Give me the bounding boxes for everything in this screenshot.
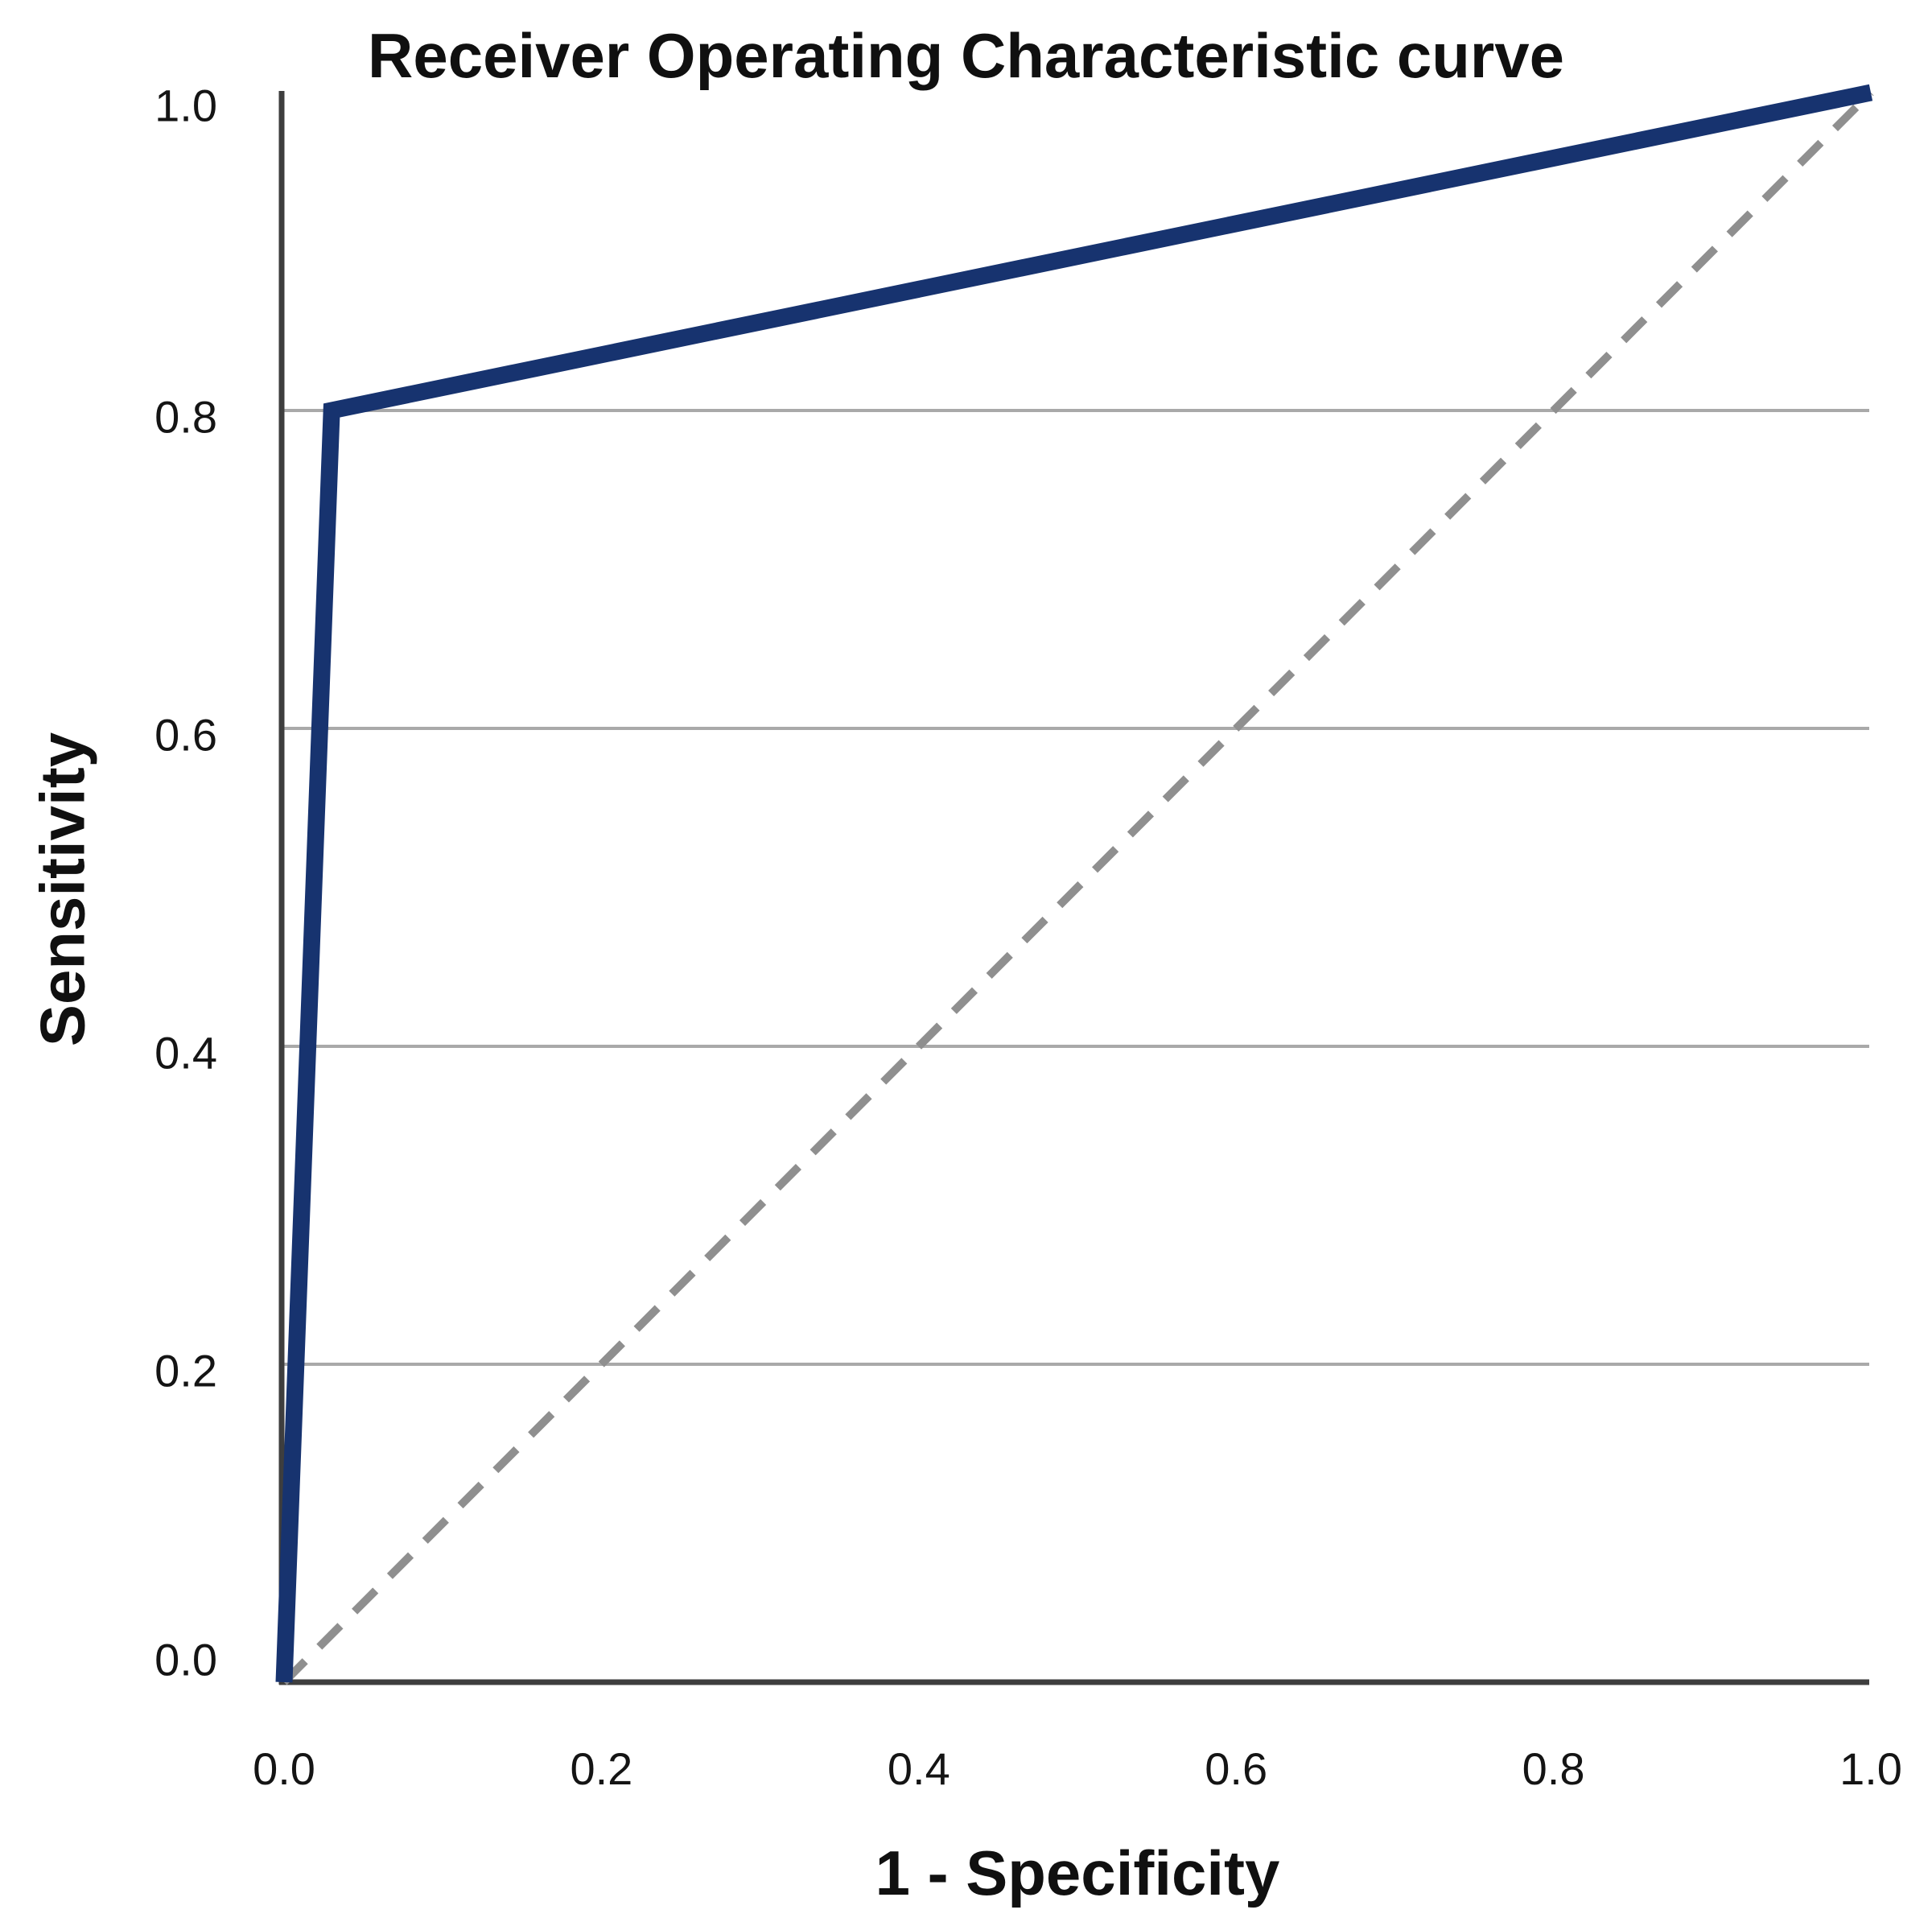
chart-title: Receiver Operating Characteristic curve (367, 20, 1565, 91)
x-tick-label: 0.4 (888, 1743, 950, 1794)
y-tick-label: 0.8 (154, 392, 217, 443)
x-tick-label: 0.0 (253, 1743, 315, 1794)
roc-curve-line (275, 84, 1873, 1683)
y-tick-label: 0.4 (154, 1028, 217, 1079)
x-tick-label: 0.6 (1205, 1743, 1267, 1794)
x-axis-title: 1 - Specificity (875, 1838, 1280, 1908)
reference-diagonal-line (281, 89, 1874, 1685)
y-tick-label: 1.0 (154, 80, 217, 131)
x-tick-label: 0.8 (1522, 1743, 1585, 1794)
y-tick-label: 0.6 (154, 710, 217, 761)
y-tick-label: 0.0 (154, 1635, 217, 1685)
x-tick-label: 0.2 (570, 1743, 632, 1794)
y-tick-label: 0.2 (154, 1346, 217, 1396)
x-tick-label: 1.0 (1839, 1743, 1902, 1794)
